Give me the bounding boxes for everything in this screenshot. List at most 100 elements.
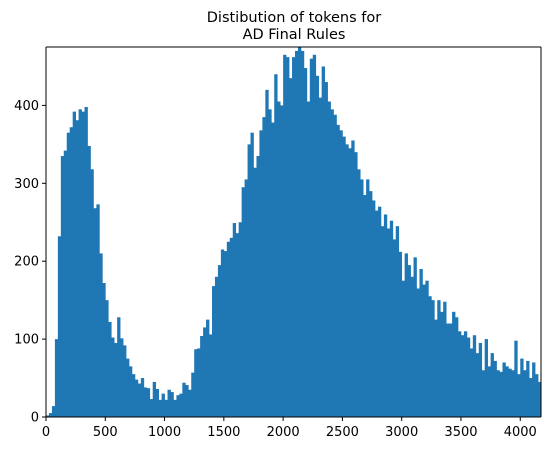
histogram-bar (440, 312, 443, 417)
histogram-bar (310, 59, 313, 417)
histogram-bar (120, 338, 123, 417)
histogram-bar (505, 366, 508, 417)
histogram-bar (443, 302, 446, 417)
histogram-bar (366, 179, 369, 417)
histogram-bar (165, 400, 168, 417)
histogram-bar (402, 281, 405, 417)
histogram-bar (73, 112, 76, 417)
histogram-bar (176, 395, 179, 417)
histogram-bar (339, 130, 342, 417)
histogram-bar (289, 78, 292, 417)
histogram-bar (434, 320, 437, 417)
histogram-bar (417, 288, 420, 417)
histogram-bar (248, 144, 251, 417)
histogram-bar (419, 269, 422, 417)
x-tick-label: 1000 (148, 425, 181, 440)
histogram-bar (535, 374, 538, 417)
histogram-bar (64, 151, 67, 417)
histogram-bar (357, 169, 360, 417)
histogram-bar (295, 51, 298, 417)
histogram-bar (393, 239, 396, 417)
histogram-bar (479, 343, 482, 417)
histogram-bar (230, 238, 233, 417)
histogram-bar (363, 195, 366, 417)
histogram-bar (256, 156, 259, 417)
histogram-bar (502, 362, 505, 417)
histogram-bar (82, 112, 85, 417)
histogram-bar (354, 152, 357, 417)
histogram-bar (179, 394, 182, 417)
histogram-bar (369, 191, 372, 417)
y-tick-label: 300 (14, 177, 39, 192)
histogram-bar (452, 312, 455, 417)
histogram-bar (431, 300, 434, 417)
histogram-bar (168, 390, 171, 417)
histogram-bar (313, 55, 316, 417)
histogram-bar (334, 115, 337, 417)
chart-title-line-2: AD Final Rules (243, 27, 346, 43)
histogram-bar (268, 109, 271, 417)
histogram-bar (464, 331, 467, 417)
histogram-bar (345, 144, 348, 417)
histogram-bar (52, 406, 55, 417)
histogram-bar (348, 148, 351, 417)
histogram-bar (88, 146, 91, 417)
y-axis-ticks: 0100200300400 (14, 99, 46, 426)
histogram-bar (408, 265, 411, 417)
histogram-bar (405, 253, 408, 417)
histogram-bar (197, 348, 200, 417)
histogram-bar (236, 233, 239, 417)
histogram-bar (277, 102, 280, 417)
histogram-bar (242, 187, 245, 417)
histogram-bar (298, 47, 301, 417)
histogram-bar (446, 324, 449, 417)
histogram-bar (325, 82, 328, 417)
histogram-bar (141, 378, 144, 417)
histogram-bar (304, 68, 307, 417)
histogram-bar (245, 179, 248, 417)
histogram-bar (449, 324, 452, 417)
histogram-bar (455, 317, 458, 417)
histogram-bar (218, 265, 221, 417)
histogram-bar (135, 380, 138, 417)
histogram-bar (188, 390, 191, 417)
histogram-bar (215, 277, 218, 417)
histogram-bar (194, 349, 197, 417)
histogram-bar (286, 57, 289, 417)
histogram-bar (129, 366, 132, 417)
histogram-bar (508, 369, 511, 417)
histogram-bar (316, 76, 319, 417)
chart-title-line-1: Distibution of tokens for (207, 10, 382, 26)
histogram-bar (526, 361, 529, 417)
histogram-bar (414, 257, 417, 417)
histogram-bar (209, 334, 212, 417)
histogram-bar (76, 120, 79, 417)
histogram-bar (114, 343, 117, 417)
histogram-bar (126, 359, 129, 417)
histogram-bar (322, 66, 325, 417)
histogram-bar (90, 169, 93, 417)
histogram-bar (307, 102, 310, 417)
histogram-bar (360, 179, 363, 417)
x-tick-label: 2500 (326, 425, 359, 440)
histogram-bar (500, 372, 503, 417)
histogram-bar (93, 208, 96, 417)
histogram-bar (375, 211, 378, 417)
histogram-bar (61, 156, 64, 417)
histogram-bar (123, 345, 126, 417)
histogram-bar (476, 353, 479, 417)
histogram-bar (274, 74, 277, 417)
histogram-bar (55, 339, 58, 417)
histogram-bar (497, 370, 500, 417)
histogram-bar (206, 320, 209, 417)
histogram-bar (150, 399, 153, 417)
histogram-bar (491, 353, 494, 417)
histogram-bar (99, 253, 102, 417)
y-tick-label: 200 (14, 255, 39, 270)
histogram-bar (153, 382, 156, 417)
histogram-bar (411, 277, 414, 417)
histogram-bar (271, 123, 274, 417)
histogram-bar (437, 300, 440, 417)
x-tick-label: 0 (42, 425, 50, 440)
